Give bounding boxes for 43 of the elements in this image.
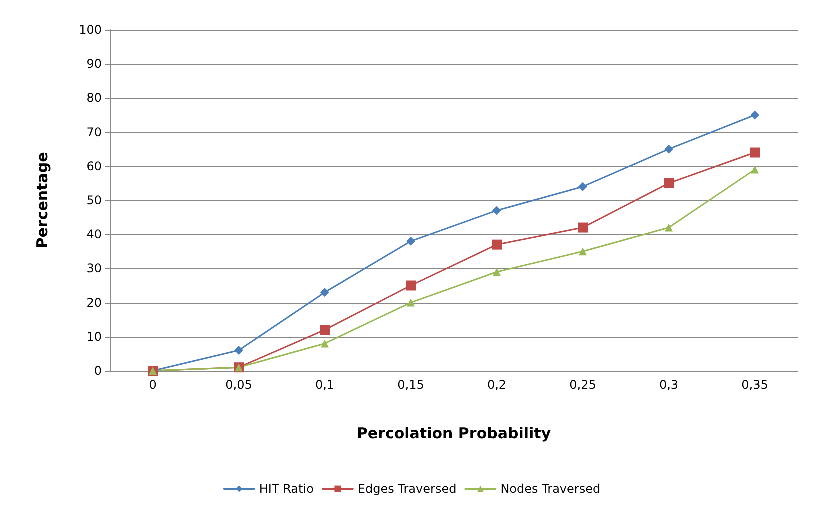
point bbox=[664, 144, 674, 154]
x-tick-label: 0,1 bbox=[315, 378, 335, 392]
y-tick-label: 10 bbox=[86, 330, 102, 344]
point bbox=[751, 166, 759, 174]
point bbox=[320, 288, 330, 298]
y-axis-title: Percentage bbox=[34, 152, 52, 249]
legend-label: Edges Traversed bbox=[358, 482, 457, 496]
point bbox=[579, 248, 587, 256]
y-tick-label: 30 bbox=[86, 262, 102, 276]
point bbox=[750, 148, 760, 158]
point bbox=[492, 240, 502, 250]
y-tick-label: 90 bbox=[86, 57, 102, 72]
y-tick-label: 70 bbox=[86, 125, 102, 140]
point bbox=[578, 222, 588, 233]
point bbox=[578, 182, 588, 192]
point bbox=[406, 280, 416, 291]
x-tick-label: 0,05 bbox=[226, 378, 252, 392]
y-tick-label: 80 bbox=[86, 91, 102, 106]
point bbox=[321, 340, 329, 348]
y-tick-label: 100 bbox=[79, 23, 102, 37]
x-tick-label: 0,2 bbox=[487, 378, 507, 392]
x-tick-label: 0 bbox=[149, 378, 157, 392]
point bbox=[234, 346, 244, 356]
x-tick-label: 0,35 bbox=[742, 378, 768, 392]
point bbox=[750, 110, 760, 120]
point bbox=[320, 325, 330, 336]
y-tick-label: 60 bbox=[86, 159, 102, 174]
point bbox=[664, 178, 674, 188]
x-tick-label: 0,3 bbox=[659, 378, 679, 392]
point bbox=[407, 298, 415, 307]
point bbox=[406, 236, 416, 246]
y-tick-label: 0 bbox=[94, 364, 102, 378]
point bbox=[665, 224, 673, 232]
x-tick-label: 0,15 bbox=[398, 378, 424, 392]
legend-label: HIT Ratio bbox=[259, 482, 314, 496]
y-tick-label: 40 bbox=[86, 228, 102, 242]
y-tick-label: 20 bbox=[86, 296, 102, 310]
x-axis-title: Percolation Probability bbox=[356, 424, 552, 442]
legend-label: Nodes Traversed bbox=[500, 482, 601, 496]
y-tick-label: 50 bbox=[86, 194, 102, 208]
point bbox=[492, 206, 502, 216]
x-tick-label: 0,25 bbox=[570, 378, 596, 392]
point bbox=[493, 268, 501, 276]
